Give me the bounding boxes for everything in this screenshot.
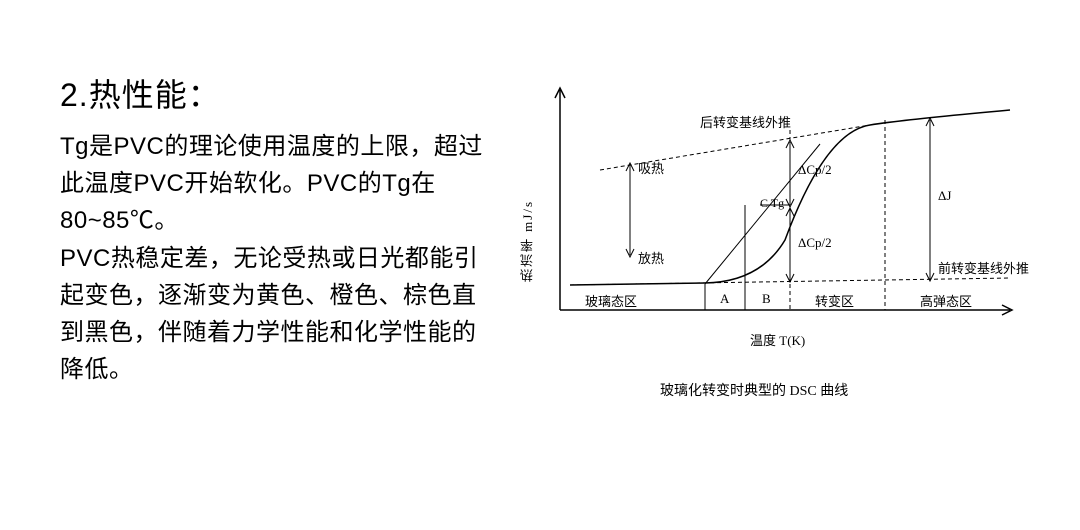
- label-region-b: B: [762, 291, 771, 307]
- body-paragraph-1: Tg是PVC的理论使用温度的上限，超过此温度PVC开始软化。PVC的Tg在80~…: [60, 128, 500, 240]
- section-title: 2.热性能：: [60, 70, 500, 116]
- x-axis-label: 温度 T(K): [750, 330, 805, 349]
- label-region-elastic: 高弹态区: [920, 291, 972, 310]
- y-axis-label: 热流率 mJ/s: [518, 200, 537, 282]
- label-delta-j: ΔJ: [938, 188, 951, 204]
- label-region-transition: 转变区: [815, 291, 854, 310]
- label-front-baseline: 前转变基线外推: [938, 258, 1029, 277]
- label-dcp-top: ΔCp/2: [798, 162, 832, 178]
- label-top-baseline: 后转变基线外推: [700, 112, 791, 131]
- label-region-glass: 玻璃态区: [585, 291, 637, 310]
- chart-caption: 玻璃化转变时典型的 DSC 曲线: [660, 380, 848, 400]
- label-tg: C Tg: [760, 196, 784, 211]
- label-dcp-bottom: ΔCp/2: [798, 235, 832, 251]
- label-endothermic: 吸热: [638, 158, 664, 177]
- label-exothermic: 放热: [638, 248, 664, 267]
- text-column: 2.热性能： Tg是PVC的理论使用温度的上限，超过此温度PVC开始软化。PVC…: [60, 70, 500, 430]
- body-paragraph-2: PVC热稳定差，无论受热或日光都能引起变色，逐渐变为黄色、橙色、棕色直到黑色，伴…: [60, 240, 500, 389]
- dsc-chart: 后转变基线外推 吸热 放热 ΔCp/2 C Tg ΔCp/2 ΔJ 前转变基线外…: [530, 70, 1050, 430]
- label-region-a: A: [720, 291, 729, 307]
